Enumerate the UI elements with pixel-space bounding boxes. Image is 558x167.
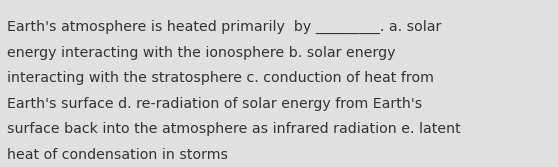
Text: surface back into the atmosphere as infrared radiation e. latent: surface back into the atmosphere as infr… [7, 122, 461, 136]
Text: Earth's surface d. re-radiation of solar energy from Earth's: Earth's surface d. re-radiation of solar… [7, 97, 422, 111]
Text: heat of condensation in storms: heat of condensation in storms [7, 148, 228, 162]
Text: interacting with the stratosphere c. conduction of heat from: interacting with the stratosphere c. con… [7, 71, 434, 85]
Text: Earth's atmosphere is heated primarily  by _________. a. solar: Earth's atmosphere is heated primarily b… [7, 20, 441, 34]
Text: energy interacting with the ionosphere b. solar energy: energy interacting with the ionosphere b… [7, 46, 396, 60]
